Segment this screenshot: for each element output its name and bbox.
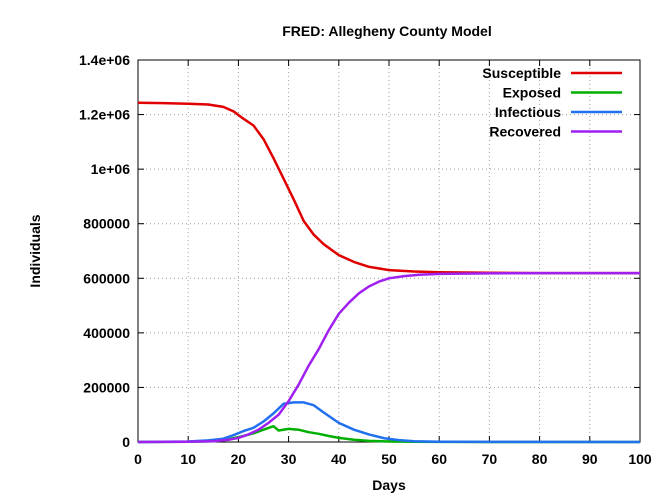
y-tick-label: 800000 [83, 216, 130, 232]
legend-label-exposed: Exposed [503, 85, 561, 101]
x-tick-label: 20 [231, 451, 247, 467]
legend: Susceptible Exposed Infectious Recovered [482, 65, 622, 140]
x-axis-ticks: 0 10 20 30 40 50 60 70 80 90 100 [134, 60, 652, 467]
series-line-infectious [137, 401, 641, 444]
x-tick-label: 10 [180, 451, 196, 467]
x-tick-label: 60 [431, 451, 447, 467]
legend-label-infectious: Infectious [495, 104, 561, 120]
x-tick-label: 70 [482, 451, 498, 467]
x-tick-label: 90 [582, 451, 598, 467]
x-tick-label: 0 [134, 451, 142, 467]
x-tick-label: 50 [381, 451, 397, 467]
y-tick-label: 1e+06 [91, 161, 131, 177]
y-tick-label: 600000 [83, 270, 130, 286]
grid-lines [138, 60, 640, 442]
y-tick-label: 200000 [83, 379, 130, 395]
y-tick-label: 400000 [83, 325, 130, 341]
x-tick-label: 100 [628, 451, 652, 467]
x-tick-label: 40 [331, 451, 347, 467]
x-axis-label: Days [372, 477, 406, 493]
legend-label-susceptible: Susceptible [482, 65, 561, 81]
y-axis-label: Individuals [27, 214, 43, 287]
y-tick-label: 0 [122, 434, 130, 450]
x-tick-label: 80 [532, 451, 548, 467]
legend-label-recovered: Recovered [489, 124, 561, 140]
y-tick-label: 1.2e+06 [79, 107, 130, 123]
series-line-susceptible [137, 101, 640, 275]
x-tick-label: 30 [281, 451, 297, 467]
series-lines [137, 101, 641, 444]
y-axis-ticks: 0 200000 400000 600000 800000 1e+06 1.2e+06 1.4… [79, 52, 640, 450]
series-line-recovered [137, 271, 640, 444]
y-tick-label: 1.4e+06 [79, 52, 130, 68]
chart-title: FRED: Allegheny County Model [282, 23, 491, 39]
